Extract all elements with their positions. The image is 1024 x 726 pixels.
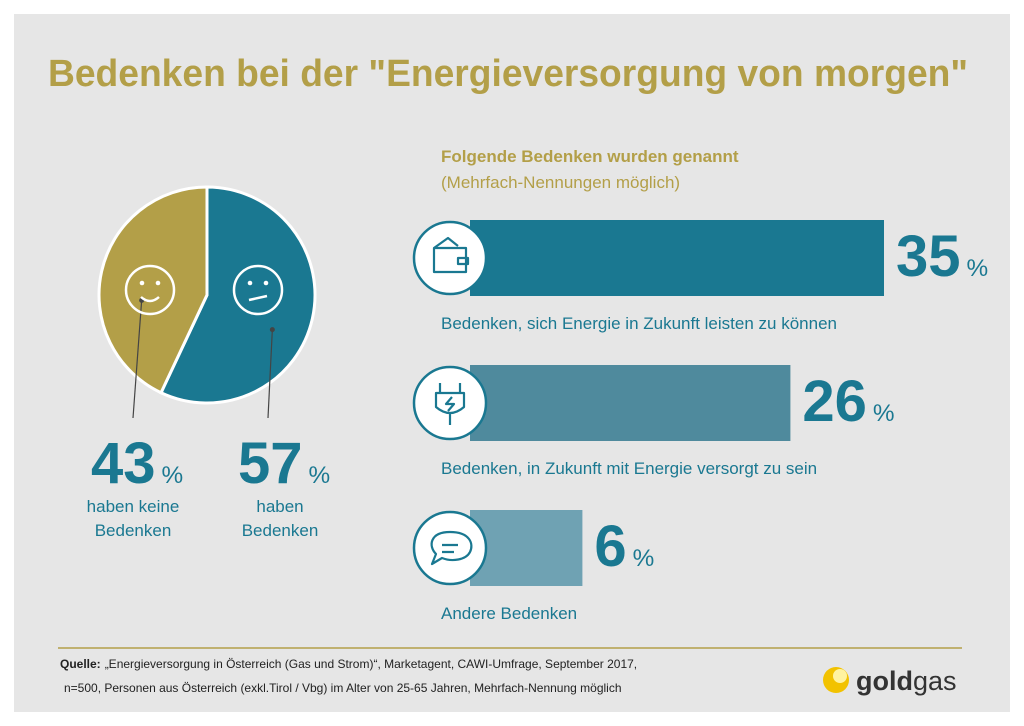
value-label: 43% [91, 431, 183, 496]
face-eye [263, 280, 269, 286]
value-number: 57 [238, 431, 303, 496]
value-number: 35 [896, 224, 961, 289]
value-number: 6 [594, 514, 626, 579]
leader-line [132, 300, 143, 419]
face-mouth [140, 296, 160, 303]
leader-dot [269, 327, 275, 333]
category-text: haben keine Bedenken [86, 497, 180, 540]
logo-icon [833, 669, 847, 683]
value-number: 26 [802, 369, 867, 434]
bar [470, 365, 791, 441]
value-unit: % [162, 462, 184, 489]
category-label: haben keine Bedenken [86, 497, 180, 540]
value-label: 6% [594, 514, 654, 579]
bar [470, 220, 884, 296]
logo: goldgas [856, 666, 957, 696]
source: Quelle: „Energieversorgung in Österreich … [60, 657, 637, 671]
icon-circle [412, 220, 488, 296]
value-label: 57% [238, 431, 330, 496]
bar [470, 510, 583, 586]
category-label: Andere Bedenken [441, 604, 577, 623]
pie-slice [97, 185, 209, 395]
leader-line [267, 329, 273, 419]
face [232, 264, 284, 316]
face [124, 264, 176, 316]
value-unit: % [967, 255, 989, 282]
icon-circle [412, 510, 488, 586]
source-label: Quelle: [60, 657, 101, 671]
value-unit: % [633, 545, 655, 572]
value-number: 43 [91, 431, 156, 496]
title: Bedenken bei der "Energieversorgung von … [48, 53, 968, 95]
bar-subtitle: (Mehrfach-Nennungen möglich) [441, 173, 680, 192]
icon-wallet [432, 236, 468, 274]
category-text: haben Bedenken [241, 497, 319, 540]
icon-plug [434, 383, 466, 425]
category-label: haben Bedenken [241, 497, 319, 540]
value-unit: % [309, 462, 331, 489]
face-eye [247, 280, 253, 286]
source-line: „Energieversorgung in Österreich (Gas un… [105, 657, 637, 671]
value-label: 26% [802, 369, 894, 434]
pie-slice [159, 185, 317, 405]
category-label: Bedenken, sich Energie in Zukunft leiste… [441, 314, 837, 333]
value-unit: % [873, 400, 895, 427]
face-eye [155, 280, 161, 286]
logo-part: gas [913, 666, 957, 696]
logo-part: gold [856, 666, 913, 696]
icon-wallet [456, 256, 470, 266]
bar-title: Folgende Bedenken wurden genannt [441, 147, 739, 166]
icon-speech [430, 530, 473, 566]
face-eye [139, 280, 145, 286]
face-mouth [248, 294, 268, 302]
category-label: Bedenken, in Zukunft mit Energie versorg… [441, 459, 817, 478]
value-label: 35% [896, 224, 988, 289]
source-line: n=500, Personen aus Österreich (exkl.Tir… [64, 681, 622, 695]
